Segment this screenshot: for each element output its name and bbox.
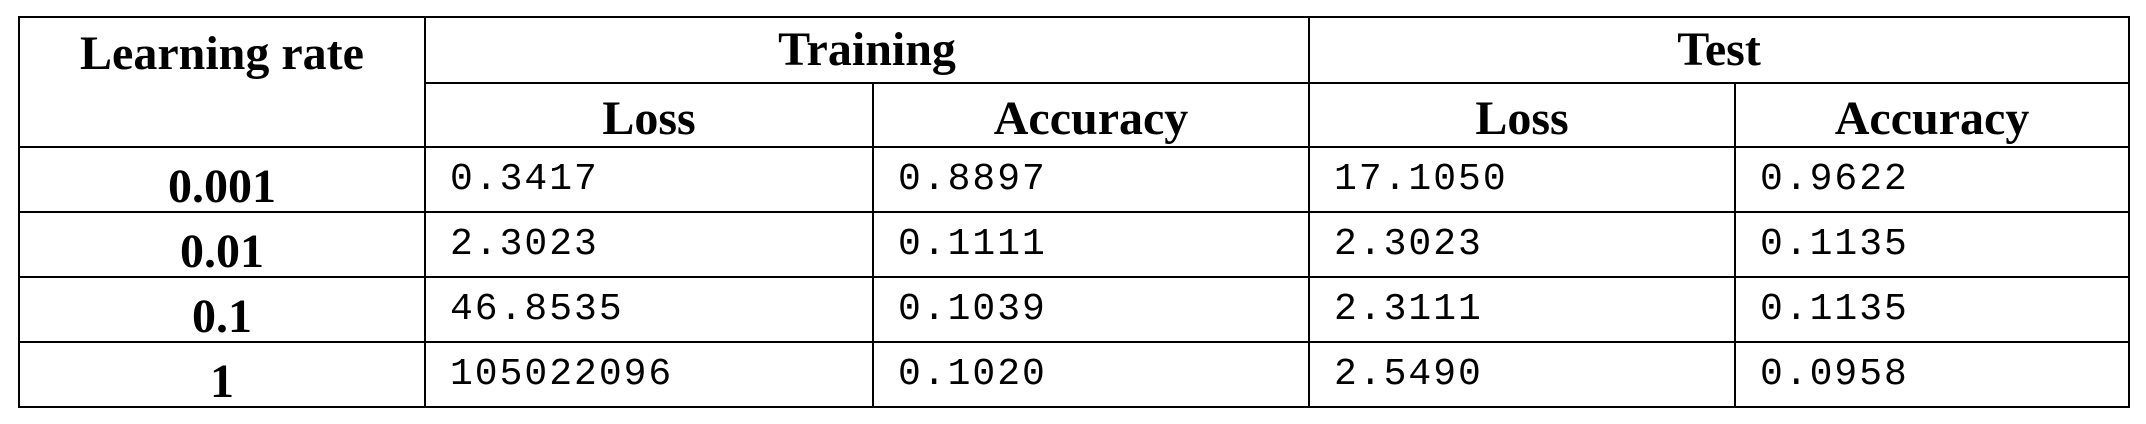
header-learning-rate: Learning rate [18, 16, 426, 148]
cell-test-accuracy: 0.0958 [1734, 341, 2131, 408]
cell-test-loss: 2.3023 [1308, 211, 1737, 278]
cell-training-accuracy: 0.1020 [871, 341, 1311, 408]
header-row-groups: Learning rate Training Test [18, 16, 2131, 148]
cell-test-loss: 2.5490 [1308, 341, 1737, 408]
table-row: 0.01 2.3023 0.1111 2.3023 0.1135 [18, 211, 2131, 278]
row-learning-rate: 0.1 [18, 276, 426, 343]
cell-test-accuracy: 0.1135 [1734, 211, 2131, 278]
cell-test-accuracy: 0.1135 [1734, 276, 2131, 343]
row-learning-rate: 1 [18, 341, 426, 408]
cell-training-loss: 46.8535 [424, 276, 874, 343]
header-training-accuracy: Accuracy [871, 82, 1311, 148]
cell-training-loss: 0.3417 [424, 146, 874, 213]
header-test-accuracy: Accuracy [1734, 82, 2131, 148]
header-test: Test [1308, 16, 2131, 84]
cell-test-accuracy: 0.9622 [1734, 146, 2131, 213]
row-learning-rate: 0.01 [18, 211, 426, 278]
row-learning-rate: 0.001 [18, 146, 426, 213]
results-table: Learning rate Training Test Loss Accurac… [18, 16, 2131, 408]
table-row: 0.001 0.3417 0.8897 17.1050 0.9622 [18, 146, 2131, 213]
header-training-loss: Loss [424, 82, 874, 148]
header-training: Training [423, 16, 1311, 84]
header-test-loss: Loss [1308, 82, 1737, 148]
cell-training-accuracy: 0.1039 [871, 276, 1311, 343]
cell-training-accuracy: 0.1111 [871, 211, 1311, 278]
cell-test-loss: 2.3111 [1308, 276, 1737, 343]
header-row-metrics: Loss Accuracy Loss Accuracy [19, 82, 2131, 148]
cell-training-accuracy: 0.8897 [871, 146, 1311, 213]
table-row: 1 105022096 0.1020 2.5490 0.0958 [18, 341, 2131, 408]
cell-training-loss: 2.3023 [424, 211, 874, 278]
table-row: 0.1 46.8535 0.1039 2.3111 0.1135 [18, 276, 2131, 343]
cell-test-loss: 17.1050 [1308, 146, 1737, 213]
cell-training-loss: 105022096 [424, 341, 874, 408]
